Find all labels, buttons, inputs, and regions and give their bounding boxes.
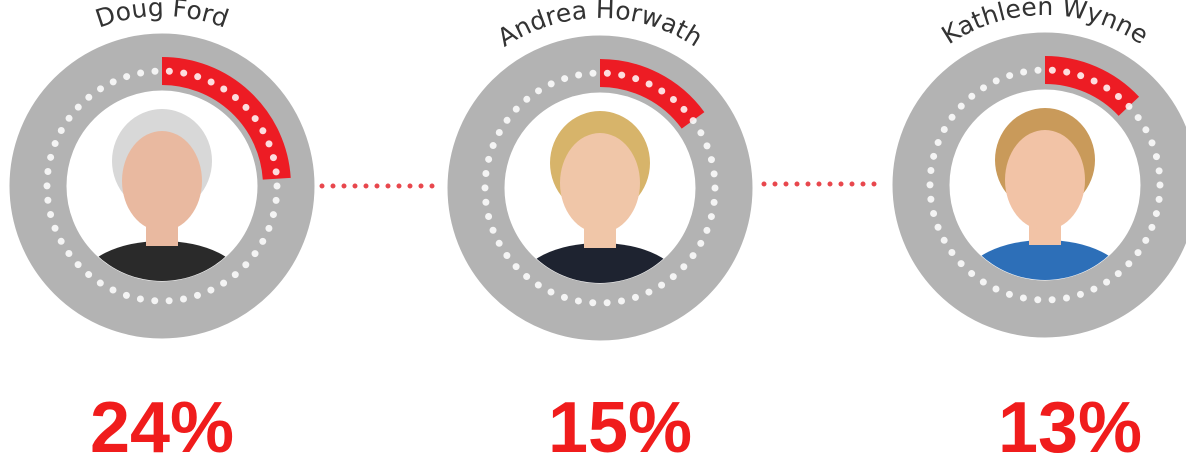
- portrait-body: [520, 243, 680, 283]
- candidate-name-path: Doug Ford: [92, 0, 233, 34]
- portrait-body: [82, 241, 242, 281]
- value-label: 15%: [548, 388, 692, 456]
- portrait: [67, 91, 257, 281]
- portrait-face: [122, 131, 202, 231]
- ring-dots: [43, 67, 281, 305]
- portrait: [950, 90, 1140, 280]
- value-label: 24%: [90, 388, 234, 456]
- portrait: [505, 93, 695, 283]
- portrait-face: [560, 133, 640, 233]
- ring-dots: [481, 69, 719, 307]
- portrait-body: [965, 240, 1125, 280]
- value-label: 13%: [998, 388, 1142, 456]
- ring-dots: [926, 66, 1164, 304]
- candidate-name: Doug Ford: [92, 0, 233, 34]
- portrait-face: [1005, 130, 1085, 230]
